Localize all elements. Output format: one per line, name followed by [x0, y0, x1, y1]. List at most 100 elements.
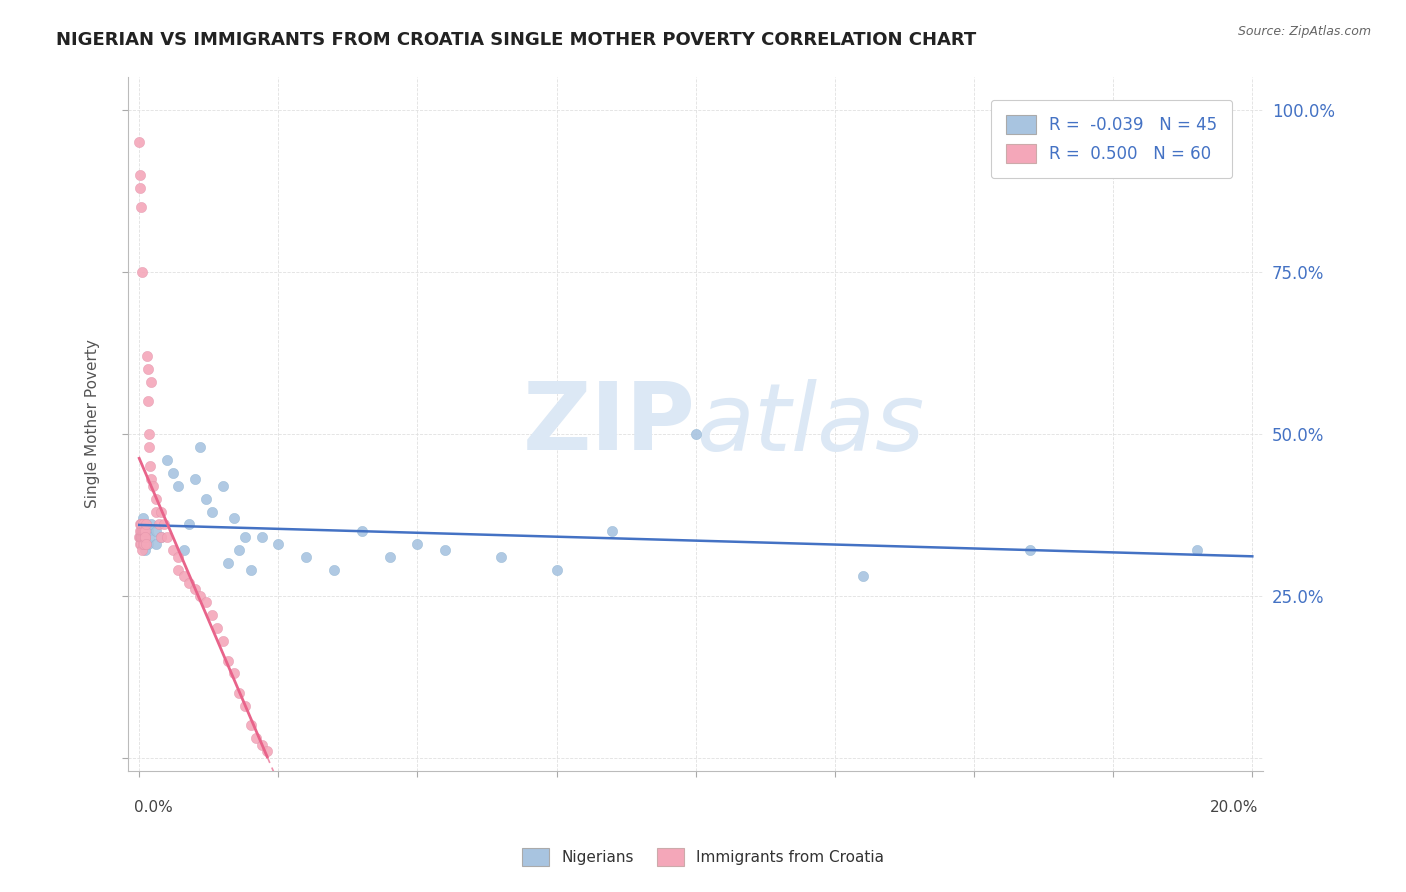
Point [156, 531, 179, 545]
Point [131, 265, 153, 279]
Point [256, 744, 278, 758]
Point [406, 537, 429, 551]
Point [132, 524, 155, 538]
Point [138, 426, 160, 441]
Point [200, 504, 222, 518]
Point [139, 531, 162, 545]
Legend: R =  -0.039   N = 45, R =  0.500   N = 60: R = -0.039 N = 45, R = 0.500 N = 60 [991, 100, 1233, 178]
Point [546, 563, 568, 577]
Point [145, 537, 167, 551]
Point [200, 608, 222, 623]
Point [134, 524, 156, 538]
Point [222, 666, 245, 681]
Point [217, 557, 239, 571]
Point [128, 517, 150, 532]
Point [145, 504, 167, 518]
Point [131, 543, 153, 558]
Point [131, 537, 153, 551]
Text: ZIP: ZIP [523, 378, 696, 470]
Point [179, 517, 201, 532]
Point [134, 531, 156, 545]
Point [150, 504, 173, 518]
Text: 20.0%: 20.0% [1209, 800, 1258, 814]
Point [250, 531, 273, 545]
Point [129, 200, 152, 214]
Point [162, 543, 184, 558]
Point [211, 478, 233, 492]
Point [295, 549, 318, 564]
Point [141, 517, 163, 532]
Point [134, 531, 156, 545]
Point [167, 478, 190, 492]
Point [228, 686, 250, 700]
Point [131, 537, 153, 551]
Point [190, 589, 212, 603]
Point [233, 698, 256, 713]
Point [205, 621, 228, 635]
Point [190, 440, 212, 454]
Point [129, 524, 152, 538]
Point [129, 531, 152, 545]
Point [167, 549, 190, 564]
Point [135, 517, 157, 532]
Point [139, 459, 162, 474]
Point [489, 549, 512, 564]
Point [142, 478, 165, 492]
Point [145, 491, 167, 506]
Point [195, 595, 218, 609]
Point [134, 524, 156, 538]
Point [239, 718, 262, 732]
Point [132, 531, 155, 545]
Point [131, 511, 153, 525]
Point [145, 524, 167, 538]
Point [128, 531, 150, 545]
Point [132, 524, 155, 538]
Point [434, 543, 457, 558]
Point [150, 531, 173, 545]
Point [245, 731, 267, 746]
Point [150, 531, 173, 545]
Point [136, 524, 159, 538]
Point [195, 491, 218, 506]
Point [685, 426, 707, 441]
Text: 0.0%: 0.0% [134, 800, 173, 814]
Point [132, 517, 155, 532]
Point [167, 563, 190, 577]
Point [128, 168, 150, 182]
Point [131, 537, 153, 551]
Point [173, 543, 195, 558]
Point [250, 738, 273, 752]
Point [173, 569, 195, 583]
Point [136, 394, 159, 409]
Point [136, 537, 159, 551]
Point [222, 511, 245, 525]
Point [136, 349, 159, 363]
Point [128, 135, 150, 149]
Point [228, 543, 250, 558]
Legend: Nigerians, Immigrants from Croatia: Nigerians, Immigrants from Croatia [515, 841, 891, 873]
Point [129, 517, 152, 532]
Point [132, 537, 155, 551]
Point [179, 575, 201, 590]
Point [134, 543, 156, 558]
Point [148, 517, 170, 532]
Point [139, 472, 162, 486]
Point [129, 531, 152, 545]
Point [135, 517, 157, 532]
Point [129, 537, 152, 551]
Point [162, 466, 184, 480]
Point [135, 537, 157, 551]
Point [134, 531, 156, 545]
Point [129, 180, 152, 194]
Point [131, 531, 153, 545]
Point [323, 563, 346, 577]
Point [131, 531, 153, 545]
Point [233, 531, 256, 545]
Point [600, 524, 623, 538]
Point [138, 440, 160, 454]
Point [129, 531, 152, 545]
Text: atlas: atlas [696, 378, 924, 469]
Text: NIGERIAN VS IMMIGRANTS FROM CROATIA SINGLE MOTHER POVERTY CORRELATION CHART: NIGERIAN VS IMMIGRANTS FROM CROATIA SING… [56, 31, 977, 49]
Point [141, 375, 163, 389]
Point [350, 524, 373, 538]
